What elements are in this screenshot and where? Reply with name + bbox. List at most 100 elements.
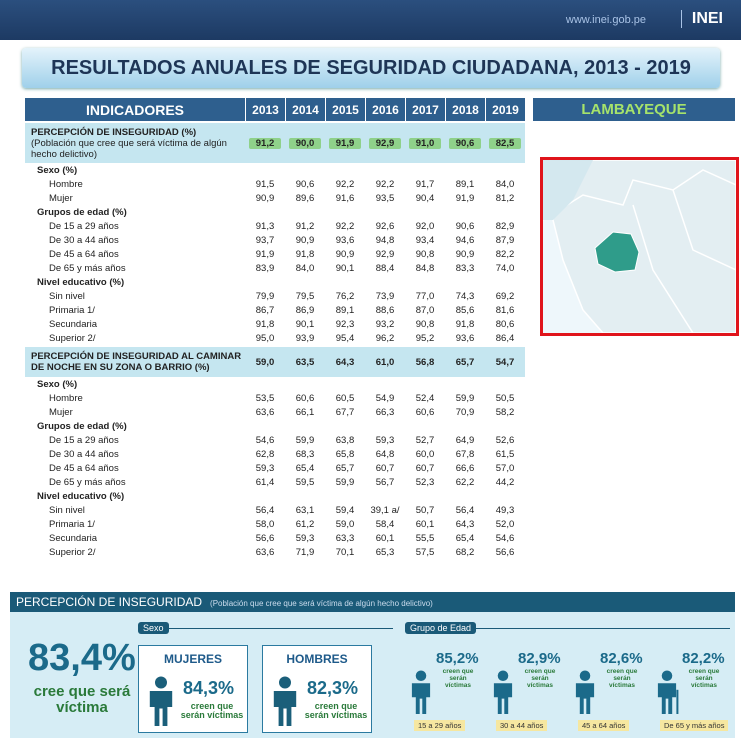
header-row: INDICADORES 2013 2014 2015 2016 2017 2018 2019 [25, 98, 525, 121]
value-cell: 59,9 [295, 434, 315, 446]
sex-rule [138, 628, 393, 629]
value-cell: 91,8 [295, 248, 315, 260]
data-row: Sin nivel 79,9 79,5 76,2 73,9 77,0 74,3 69,2 [25, 289, 525, 303]
row-label: De 30 a 44 años [49, 234, 119, 246]
value-cell: 52,3 [415, 476, 435, 488]
value-cell: 91,2 [295, 220, 315, 232]
sex-label: creen que serán víctimas [304, 701, 368, 720]
value-cell: 70,1 [335, 546, 355, 558]
data-row: De 15 a 29 años 91,3 91,2 92,2 92,6 92,0 90,6 8… [25, 219, 525, 233]
value-cell: 68,2 [455, 546, 475, 558]
data-row: De 45 a 64 años 91,9 91,8 90,9 92,9 90,8 90,9 8… [25, 247, 525, 261]
value-cell: 63,8 [335, 434, 355, 446]
value-cell: 84,0 [295, 262, 315, 274]
sex-label: creen que serán víctimas [180, 701, 244, 720]
value-cell: 59,3 [255, 462, 275, 474]
value-cell: 59,3 [295, 532, 315, 544]
sex-name: MUJERES [163, 652, 222, 666]
value-cell: 79,5 [295, 290, 315, 302]
value-cell: 60,1 [415, 518, 435, 530]
data-row: Superior 2/95,0 93,9 95,4 96,2 95,2 93,6 86,4 [25, 331, 525, 345]
value-cell: 83,3 [455, 262, 475, 274]
row-label: Hombre [49, 392, 83, 404]
value-cell: 63,1 [295, 504, 315, 516]
age-value: 85,2% [436, 650, 479, 667]
header-cell: 2019 [485, 98, 525, 121]
value-cell: 90,6 [449, 137, 481, 149]
value-cell: 52,0 [495, 518, 515, 530]
value-cell: 60,7 [415, 462, 435, 474]
age-category: 30 a 44 años [496, 720, 548, 731]
value-cell: 60,6 [415, 406, 435, 418]
value-cell: 89,1 [335, 304, 355, 316]
group-row: Nivel educativo (%) [25, 489, 525, 503]
value-cell: 81,6 [495, 304, 515, 316]
row-label: Superior 2/ [49, 332, 96, 344]
sex-box: MUJERES 84,3% creen que serán víctimas [138, 645, 248, 733]
data-row: Superior 2/63,6 71,9 70,1 65,3 57,5 68,2 56,6 [25, 545, 525, 559]
value-cell: 61,4 [255, 476, 275, 488]
age-label: creen que serán víctimas [442, 668, 474, 689]
group-label: Nivel educativo (%) [37, 276, 125, 288]
data-row: Primaria 1/58,0 61,2 59,0 58,4 60,1 64,3 52,0 [25, 517, 525, 531]
value-cell: 64,3 [335, 356, 355, 368]
group-label: Grupos de edad (%) [37, 420, 127, 432]
header-cell: 2017 [405, 98, 445, 121]
value-cell: 65,7 [455, 356, 475, 368]
row-label: Primaria 1/ [49, 518, 95, 530]
value-cell: 63,3 [335, 532, 355, 544]
group-label: Sexo (%) [37, 164, 78, 176]
value-cell: 58,4 [375, 518, 395, 530]
row-label: De 15 a 29 años [49, 434, 119, 446]
value-cell: 90,1 [295, 318, 315, 330]
value-cell: 82,2 [495, 248, 515, 260]
person-icon [575, 670, 595, 714]
value-cell: 92,2 [335, 220, 355, 232]
value-cell: 92,2 [375, 178, 395, 190]
value-cell: 60,5 [335, 392, 355, 404]
logo: INEI [680, 10, 723, 28]
map-shapes [543, 160, 736, 333]
value-cell: 56,4 [455, 504, 475, 516]
value-cell: 91,9 [455, 192, 475, 204]
value-cell: 65,7 [335, 462, 355, 474]
data-row: Mujer 63,6 66,1 67,7 66,3 60,6 70,9 58,2 [25, 405, 525, 419]
value-cell: 59,0 [255, 356, 275, 368]
total-value: 83,4% [28, 637, 136, 679]
value-cell: 90,4 [415, 192, 435, 204]
data-row: De 45 a 64 años 59,3 65,4 65,7 60,7 60,7 66,6 5… [25, 461, 525, 475]
data-row: De 15 a 29 años 54,6 59,9 63,8 59,3 52,7 64,9 5… [25, 433, 525, 447]
value-cell: 59,0 [335, 518, 355, 530]
value-cell: 80,6 [495, 318, 515, 330]
value-cell: 50,5 [495, 392, 515, 404]
value-cell: 77,0 [415, 290, 435, 302]
data-row: Primaria 1/86,7 86,9 89,1 88,6 87,0 85,6 81,6 [25, 303, 525, 317]
value-cell: 95,4 [335, 332, 355, 344]
row-label: Primaria 1/ [49, 304, 95, 316]
section-label: PERCEPCIÓN DE INSEGURIDAD AL CAMINAR DE … [25, 351, 245, 373]
value-cell: 63,5 [295, 356, 315, 368]
row-label: De 65 y más años [49, 262, 126, 274]
row-label: Mujer [49, 192, 73, 204]
value-cell: 66,1 [295, 406, 315, 418]
header-cell: INDICADORES [85, 101, 184, 118]
value-cell: 59,9 [455, 392, 475, 404]
person-icon [273, 676, 297, 726]
value-cell: 64,3 [455, 518, 475, 530]
value-cell: 65,8 [335, 448, 355, 460]
row-label: De 45 a 64 años [49, 248, 119, 260]
sex-value: 82,3% [307, 678, 359, 698]
value-cell: 54,7 [495, 356, 515, 368]
section-title: PERCEPCIÓN DE INSEGURIDAD (%) [31, 126, 197, 138]
data-row: Mujer 90,9 89,6 91,6 93,5 90,4 91,9 81,2 [25, 191, 525, 205]
section-row: PERCEPCIÓN DE INSEGURIDAD AL CAMINAR DE … [25, 347, 525, 377]
value-cell: 56,7 [375, 476, 395, 488]
value-cell: 69,2 [495, 290, 515, 302]
row-label: Superior 2/ [49, 546, 96, 558]
value-cell: 84,0 [495, 178, 515, 190]
value-cell: 60,6 [295, 392, 315, 404]
value-cell: 60,1 [375, 532, 395, 544]
value-cell: 90,9 [455, 248, 475, 260]
value-cell: 76,2 [335, 290, 355, 302]
row-label: De 30 a 44 años [49, 448, 119, 460]
